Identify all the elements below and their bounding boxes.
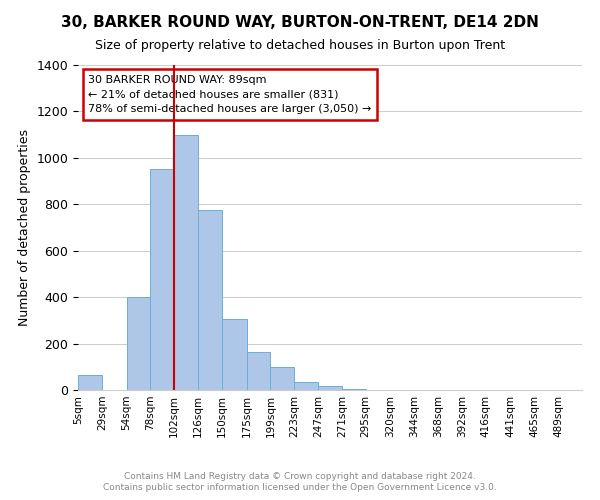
Y-axis label: Number of detached properties: Number of detached properties: [18, 129, 31, 326]
Text: Size of property relative to detached houses in Burton upon Trent: Size of property relative to detached ho…: [95, 39, 505, 52]
Bar: [342, 389, 366, 390]
Bar: [198, 210, 222, 390]
Text: Contains public sector information licensed under the Open Government Licence v3: Contains public sector information licen…: [103, 484, 497, 492]
Bar: [247, 352, 271, 390]
Bar: [318, 386, 342, 390]
Bar: [174, 134, 198, 390]
Bar: [78, 375, 102, 390]
Text: 30, BARKER ROUND WAY, BURTON-ON-TRENT, DE14 2DN: 30, BARKER ROUND WAY, BURTON-ON-TRENT, D…: [61, 15, 539, 30]
Bar: [127, 297, 151, 390]
Bar: [151, 170, 174, 390]
Bar: [271, 367, 294, 390]
Text: Contains HM Land Registry data © Crown copyright and database right 2024.: Contains HM Land Registry data © Crown c…: [124, 472, 476, 481]
Text: 30 BARKER ROUND WAY: 89sqm
← 21% of detached houses are smaller (831)
78% of sem: 30 BARKER ROUND WAY: 89sqm ← 21% of deta…: [88, 74, 371, 114]
Bar: [294, 382, 318, 390]
Bar: [222, 319, 247, 390]
